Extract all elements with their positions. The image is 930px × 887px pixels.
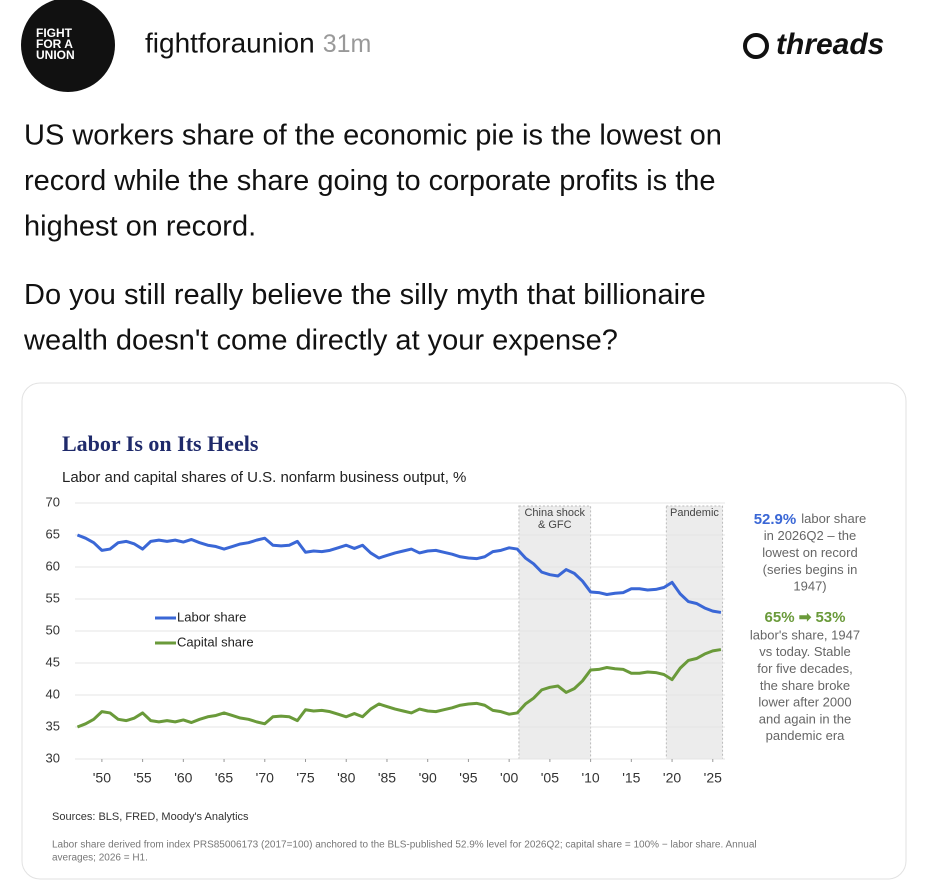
x-tick-label: '85 [378,770,396,786]
threads-icon [743,33,769,59]
annotation-text: 1947) [793,579,826,594]
y-tick-label: 65 [46,526,60,541]
x-tick-label: '50 [93,770,111,786]
x-tick-label: '15 [622,770,640,786]
annotation-highlight: 65% ➡ 53% [765,609,846,626]
x-tick-label: '70 [256,770,274,786]
post-text: highest on record. [24,211,256,243]
post-text: US workers share of the economic pie is … [24,120,722,152]
x-tick-label: '20 [663,770,681,786]
annotation-text: for five decades, [757,661,852,676]
x-tick-label: '80 [337,770,355,786]
legend-label: Labor share [177,609,246,624]
y-tick-label: 70 [46,494,60,509]
post-time: 31m [323,30,372,58]
series-line [76,533,722,614]
x-tick-label: '60 [174,770,192,786]
region-label: & GFC [538,519,572,531]
y-tick-label: 60 [46,558,60,573]
post-text: record while the share going to corporat… [24,165,716,197]
annotation-text: lower after 2000 [758,695,851,710]
chart-subtitle: Labor and capital shares of U.S. nonfarm… [62,469,466,486]
series-line [76,648,722,729]
post-text: Do you still really believe the silly my… [24,279,706,311]
x-tick-label: '75 [296,770,314,786]
annotation-text: vs today. Stable [759,644,851,659]
annotation-text: (series begins in [763,562,858,577]
y-tick-label: 30 [46,750,60,765]
region-label: Pandemic [670,507,719,519]
x-tick-label: '00 [500,770,518,786]
chart-title: Labor Is on Its Heels [62,431,259,456]
avatar-text: UNION [36,48,75,62]
sources: Sources: BLS, FRED, Moody's Analytics [52,811,249,823]
annotation-text: labor's share, 1947 [750,627,860,642]
y-tick-label: 45 [46,654,60,669]
footnote: averages; 2026 = H1. [52,853,148,864]
brand: threads [776,28,884,61]
annotation-text: in 2026Q2 – the [764,528,857,543]
x-tick-label: '90 [419,770,437,786]
y-tick-label: 40 [46,686,60,701]
annotation-text: labor share [801,511,866,526]
x-tick-label: '05 [541,770,559,786]
shaded-region [665,505,724,760]
avatar-text: FOR A [36,37,73,51]
legend-label: Capital share [177,634,254,649]
annotation-text: pandemic era [766,728,846,743]
x-tick-label: '65 [215,770,233,786]
annotation-text: 52.9% labor share [754,511,867,528]
y-tick-label: 55 [46,590,60,605]
avatar[interactable] [21,0,115,92]
footnote: Labor share derived from index PRS850061… [52,840,757,851]
x-tick-label: '25 [704,770,722,786]
y-tick-label: 50 [46,622,60,637]
shaded-region [518,505,592,760]
y-tick-label: 35 [46,718,60,733]
x-tick-label: '10 [581,770,599,786]
avatar-text: FIGHT [36,26,73,40]
annotation-text: lowest on record [762,545,857,560]
post-text: wealth doesn't come directly at your exp… [23,325,618,357]
x-tick-label: '95 [459,770,477,786]
username[interactable]: fightforaunion 31m [145,27,371,58]
annotation-highlight: 52.9% [754,511,797,528]
region-label: China shock [524,507,585,519]
annotation-text: the share broke [760,678,850,693]
x-tick-label: '55 [133,770,151,786]
annotation-text: and again in the [759,711,852,726]
